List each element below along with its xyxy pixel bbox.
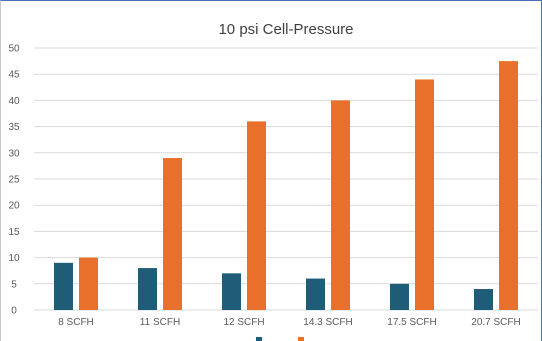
bar-series-2 xyxy=(415,79,434,310)
bar-series-2 xyxy=(499,61,518,310)
bars xyxy=(54,61,518,311)
y-tick-label: 25 xyxy=(8,175,20,186)
y-tick-label: 45 xyxy=(8,70,20,81)
bar-series-1 xyxy=(222,273,241,310)
bar-series-1 xyxy=(54,262,73,310)
y-tick-label: 10 xyxy=(8,253,20,264)
bar-series-1 xyxy=(474,289,493,310)
y-tick-label: 5 xyxy=(11,279,17,290)
bar-series-1 xyxy=(138,268,157,310)
gridlines xyxy=(34,47,538,311)
bar-series-2 xyxy=(247,121,266,310)
y-tick-label: 20 xyxy=(8,201,20,212)
bar-series-1 xyxy=(390,283,409,310)
y-tick-label: 30 xyxy=(8,148,20,159)
bar-series-2 xyxy=(331,100,350,311)
x-tick-label: 11 SCFH xyxy=(140,317,180,328)
x-tick-label: 8 SCFH xyxy=(58,317,94,328)
legend xyxy=(256,337,304,341)
bar-series-1 xyxy=(306,278,325,310)
bar-series-2 xyxy=(79,257,98,310)
y-tick-label: 40 xyxy=(8,96,20,107)
x-tick-label: 14.3 SCFH xyxy=(303,317,352,328)
x-axis-ticks: 8 SCFH 11 SCFH 12 SCFH 14.3 SCFH 17.5 SCFH 20… xyxy=(58,317,521,328)
legend-swatch xyxy=(256,337,262,341)
y-tick-label: 15 xyxy=(8,227,20,238)
legend-swatch xyxy=(298,337,304,341)
chart-title: 10 psi Cell-Pressure xyxy=(218,21,353,38)
y-tick-label: 35 xyxy=(8,122,20,133)
x-tick-label: 20.7 SCFH xyxy=(471,317,520,328)
x-tick-label: 12 SCFH xyxy=(223,317,264,328)
x-tick-label: 17.5 SCFH xyxy=(387,317,436,328)
y-tick-label: 50 xyxy=(8,44,20,55)
y-axis-ticks: 0 5 10 15 20 25 30 35 40 45 50 xyxy=(8,44,20,317)
y-tick-label: 0 xyxy=(11,306,17,317)
bar-series-2 xyxy=(163,158,182,310)
